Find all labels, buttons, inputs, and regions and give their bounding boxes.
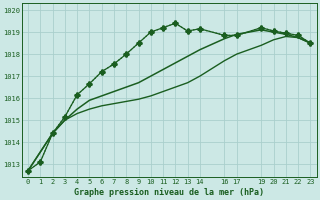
- X-axis label: Graphe pression niveau de la mer (hPa): Graphe pression niveau de la mer (hPa): [74, 188, 264, 197]
